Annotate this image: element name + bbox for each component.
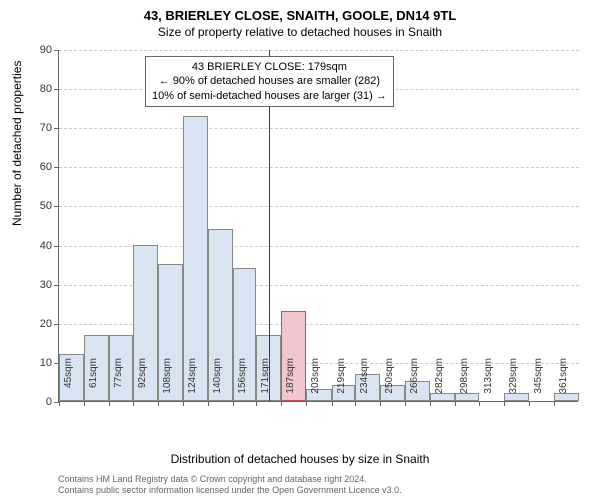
- x-tick: [355, 401, 356, 406]
- x-tick-label: 140sqm: [212, 358, 223, 408]
- y-tick: [54, 128, 59, 129]
- x-tick: [256, 401, 257, 406]
- x-tick: [405, 401, 406, 406]
- chart-area: 010203040506070809045sqm61sqm77sqm92sqm1…: [58, 50, 578, 402]
- x-tick: [529, 401, 530, 406]
- x-tick: [183, 401, 184, 406]
- y-axis-title: Number of detached properties: [10, 61, 24, 226]
- annotation-line: ← 90% of detached houses are smaller (28…: [152, 74, 387, 88]
- x-tick-label: 250sqm: [384, 358, 395, 408]
- x-tick-label: 219sqm: [336, 358, 347, 408]
- x-tick: [380, 401, 381, 406]
- x-tick-label: 92sqm: [137, 358, 148, 408]
- x-tick-label: 361sqm: [558, 358, 569, 408]
- footer-line: Contains public sector information licen…: [58, 485, 402, 496]
- x-tick: [208, 401, 209, 406]
- y-tick-label: 20: [40, 318, 52, 330]
- footer-attribution: Contains HM Land Registry data © Crown c…: [58, 474, 402, 496]
- x-tick-label: 77sqm: [113, 358, 124, 408]
- x-tick: [504, 401, 505, 406]
- grid-line: [59, 50, 579, 51]
- y-tick: [54, 285, 59, 286]
- x-tick: [281, 401, 282, 406]
- y-tick-label: 30: [40, 279, 52, 291]
- x-tick: [158, 401, 159, 406]
- x-tick: [306, 401, 307, 406]
- y-tick-label: 90: [40, 44, 52, 56]
- y-tick: [54, 50, 59, 51]
- annotation-box: 43 BRIERLEY CLOSE: 179sqm← 90% of detach…: [145, 56, 394, 107]
- annotation-line: 43 BRIERLEY CLOSE: 179sqm: [152, 60, 387, 74]
- y-tick: [54, 246, 59, 247]
- y-tick-label: 80: [40, 83, 52, 95]
- grid-line: [59, 128, 579, 129]
- x-axis-title: Distribution of detached houses by size …: [0, 452, 600, 466]
- x-tick-label: 187sqm: [285, 358, 296, 408]
- x-tick-label: 108sqm: [162, 358, 173, 408]
- x-tick-label: 203sqm: [310, 358, 321, 408]
- x-tick-label: 329sqm: [508, 358, 519, 408]
- y-tick: [54, 324, 59, 325]
- y-tick-label: 10: [40, 357, 52, 369]
- x-tick: [109, 401, 110, 406]
- x-tick-label: 124sqm: [187, 358, 198, 408]
- x-tick-label: 345sqm: [533, 358, 544, 408]
- y-tick-label: 50: [40, 200, 52, 212]
- x-tick: [332, 401, 333, 406]
- x-tick-label: 313sqm: [483, 358, 494, 408]
- x-tick-label: 45sqm: [63, 358, 74, 408]
- chart-title: 43, BRIERLEY CLOSE, SNAITH, GOOLE, DN14 …: [0, 0, 600, 23]
- x-tick-label: 234sqm: [359, 358, 370, 408]
- x-tick-label: 61sqm: [88, 358, 99, 408]
- y-tick-label: 70: [40, 122, 52, 134]
- grid-line: [59, 206, 579, 207]
- x-tick: [59, 401, 60, 406]
- y-tick-label: 40: [40, 240, 52, 252]
- plot-region: 010203040506070809045sqm61sqm77sqm92sqm1…: [58, 50, 578, 402]
- x-tick: [133, 401, 134, 406]
- x-tick-label: 282sqm: [434, 358, 445, 408]
- x-tick: [455, 401, 456, 406]
- x-tick: [233, 401, 234, 406]
- x-tick: [479, 401, 480, 406]
- chart-subtitle: Size of property relative to detached ho…: [0, 23, 600, 39]
- y-tick: [54, 89, 59, 90]
- x-tick: [84, 401, 85, 406]
- footer-line: Contains HM Land Registry data © Crown c…: [58, 474, 402, 485]
- y-tick-label: 0: [46, 396, 52, 408]
- x-tick-label: 266sqm: [409, 358, 420, 408]
- x-tick: [430, 401, 431, 406]
- x-tick: [554, 401, 555, 406]
- y-tick: [54, 167, 59, 168]
- y-tick-label: 60: [40, 161, 52, 173]
- x-tick-label: 298sqm: [459, 358, 470, 408]
- x-tick-label: 156sqm: [237, 358, 248, 408]
- annotation-line: 10% of semi-detached houses are larger (…: [152, 89, 387, 103]
- grid-line: [59, 167, 579, 168]
- y-tick: [54, 206, 59, 207]
